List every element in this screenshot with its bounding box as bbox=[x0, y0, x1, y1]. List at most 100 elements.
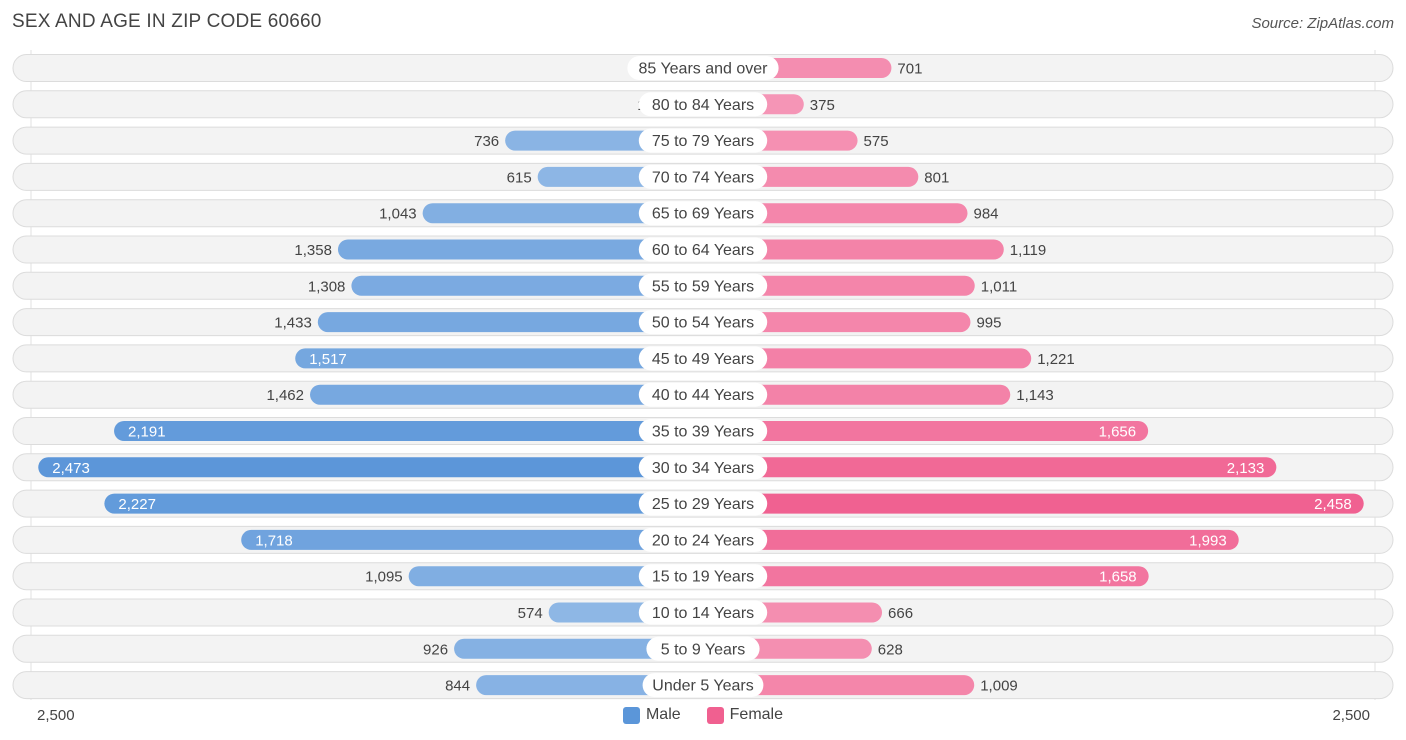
female-value-label: 2,458 bbox=[1314, 496, 1352, 513]
male-bar bbox=[317, 312, 713, 333]
category-label: 40 to 44 Years bbox=[652, 387, 754, 404]
category-pill bbox=[638, 382, 768, 407]
male-bar bbox=[295, 348, 713, 369]
category-pill bbox=[638, 600, 768, 625]
female-bar bbox=[693, 348, 1032, 369]
male-bar bbox=[408, 566, 713, 587]
female-value-label: 1,009 bbox=[980, 678, 1018, 695]
male-value-label: 926 bbox=[423, 641, 448, 658]
category-pill bbox=[638, 164, 768, 189]
category-label: 65 to 69 Years bbox=[652, 206, 754, 223]
female-value-label: 2,133 bbox=[1227, 460, 1265, 477]
category-pill bbox=[638, 564, 768, 589]
category-pill bbox=[638, 491, 768, 516]
male-bar bbox=[351, 275, 713, 296]
chart-title: SEX AND AGE IN ZIP CODE 60660 bbox=[12, 11, 322, 32]
female-value-label: 375 bbox=[810, 97, 835, 114]
female-bar bbox=[693, 566, 1149, 587]
female-value-label: 701 bbox=[897, 61, 922, 78]
category-label: 50 to 54 Years bbox=[652, 315, 754, 332]
male-value-label: 1,517 bbox=[309, 351, 347, 368]
axis-right-max-label: 2,500 bbox=[1332, 707, 1370, 724]
male-bar bbox=[310, 384, 713, 405]
category-pill bbox=[638, 273, 768, 298]
category-label: 60 to 64 Years bbox=[652, 242, 754, 259]
male-value-label: 615 bbox=[507, 169, 532, 186]
male-bar bbox=[114, 421, 713, 441]
female-value-label: 1,656 bbox=[1099, 424, 1137, 441]
male-value-label: 1,718 bbox=[255, 532, 293, 549]
category-label: 55 to 59 Years bbox=[652, 278, 754, 295]
category-pill bbox=[638, 419, 768, 443]
female-value-label: 666 bbox=[888, 605, 913, 622]
female-bar bbox=[693, 493, 1364, 514]
legend: Male Female bbox=[0, 706, 1406, 724]
legend-label-male: Male bbox=[645, 706, 681, 723]
source-label: Source: ZipAtlas.com bbox=[1251, 15, 1394, 32]
category-label: 35 to 39 Years bbox=[652, 424, 754, 441]
male-value-label: 1,043 bbox=[379, 206, 417, 223]
category-pill bbox=[638, 310, 768, 335]
male-value-label: 2,227 bbox=[118, 496, 156, 513]
female-bar bbox=[693, 421, 1149, 441]
category-pill bbox=[642, 673, 764, 698]
male-value-label: 736 bbox=[474, 133, 499, 150]
axis-left-max-label: 2,500 bbox=[37, 707, 75, 724]
female-value-label: 1,143 bbox=[1016, 387, 1054, 404]
male-value-label: 1,433 bbox=[274, 315, 312, 332]
category-label: 30 to 34 Years bbox=[652, 460, 754, 477]
legend-item-male: Male bbox=[622, 706, 681, 724]
category-pill bbox=[638, 201, 768, 226]
female-bar bbox=[693, 239, 1004, 260]
category-pill bbox=[638, 237, 768, 262]
female-value-label: 1,119 bbox=[1010, 242, 1046, 259]
male-bar bbox=[38, 457, 714, 478]
female-bar bbox=[693, 457, 1277, 478]
category-label: 45 to 49 Years bbox=[652, 351, 754, 368]
male-value-label: 1,462 bbox=[266, 387, 304, 404]
legend-swatch-male bbox=[622, 706, 640, 724]
category-label: 70 to 74 Years bbox=[652, 169, 754, 186]
female-value-label: 628 bbox=[878, 641, 903, 658]
female-value-label: 1,658 bbox=[1099, 569, 1137, 586]
category-pill bbox=[627, 56, 779, 80]
category-label: 5 to 9 Years bbox=[661, 641, 746, 658]
male-value-label: 2,473 bbox=[52, 460, 90, 477]
category-pill bbox=[638, 128, 768, 153]
male-bar bbox=[337, 239, 713, 260]
female-value-label: 801 bbox=[924, 169, 949, 186]
male-value-label: 1,095 bbox=[365, 569, 403, 586]
female-value-label: 1,011 bbox=[981, 278, 1017, 295]
category-pill bbox=[638, 527, 768, 552]
category-pill bbox=[646, 636, 760, 661]
male-value-label: 844 bbox=[445, 678, 470, 695]
category-label: 85 Years and over bbox=[639, 61, 769, 78]
male-value-label: 1,358 bbox=[294, 242, 332, 259]
legend-label-female: Female bbox=[729, 706, 784, 723]
male-value-label: 574 bbox=[518, 605, 543, 622]
male-value-label: 2,191 bbox=[128, 424, 166, 441]
category-pill bbox=[638, 455, 768, 480]
female-bar bbox=[693, 384, 1011, 405]
population-pyramid-chart: 12070185 Years and over12937580 to 84 Ye… bbox=[12, 50, 1394, 700]
male-bar bbox=[104, 493, 714, 514]
category-label: 10 to 14 Years bbox=[652, 605, 754, 622]
category-pill bbox=[638, 346, 768, 371]
legend-item-female: Female bbox=[706, 706, 784, 724]
legend-swatch-female bbox=[706, 706, 724, 724]
female-value-label: 575 bbox=[864, 133, 889, 150]
female-value-label: 995 bbox=[976, 315, 1001, 332]
female-bar bbox=[693, 675, 975, 696]
category-pill bbox=[638, 92, 768, 117]
category-label: 15 to 19 Years bbox=[652, 569, 754, 586]
category-label: Under 5 Years bbox=[652, 678, 753, 695]
female-value-label: 1,993 bbox=[1189, 532, 1227, 549]
category-label: 80 to 84 Years bbox=[652, 97, 754, 114]
male-value-label: 1,308 bbox=[308, 278, 346, 295]
category-label: 25 to 29 Years bbox=[652, 496, 754, 513]
female-value-label: 1,221 bbox=[1037, 351, 1075, 368]
category-label: 75 to 79 Years bbox=[652, 133, 754, 150]
category-label: 20 to 24 Years bbox=[652, 532, 754, 549]
male-bar bbox=[241, 529, 713, 550]
female-value-label: 984 bbox=[973, 206, 998, 223]
